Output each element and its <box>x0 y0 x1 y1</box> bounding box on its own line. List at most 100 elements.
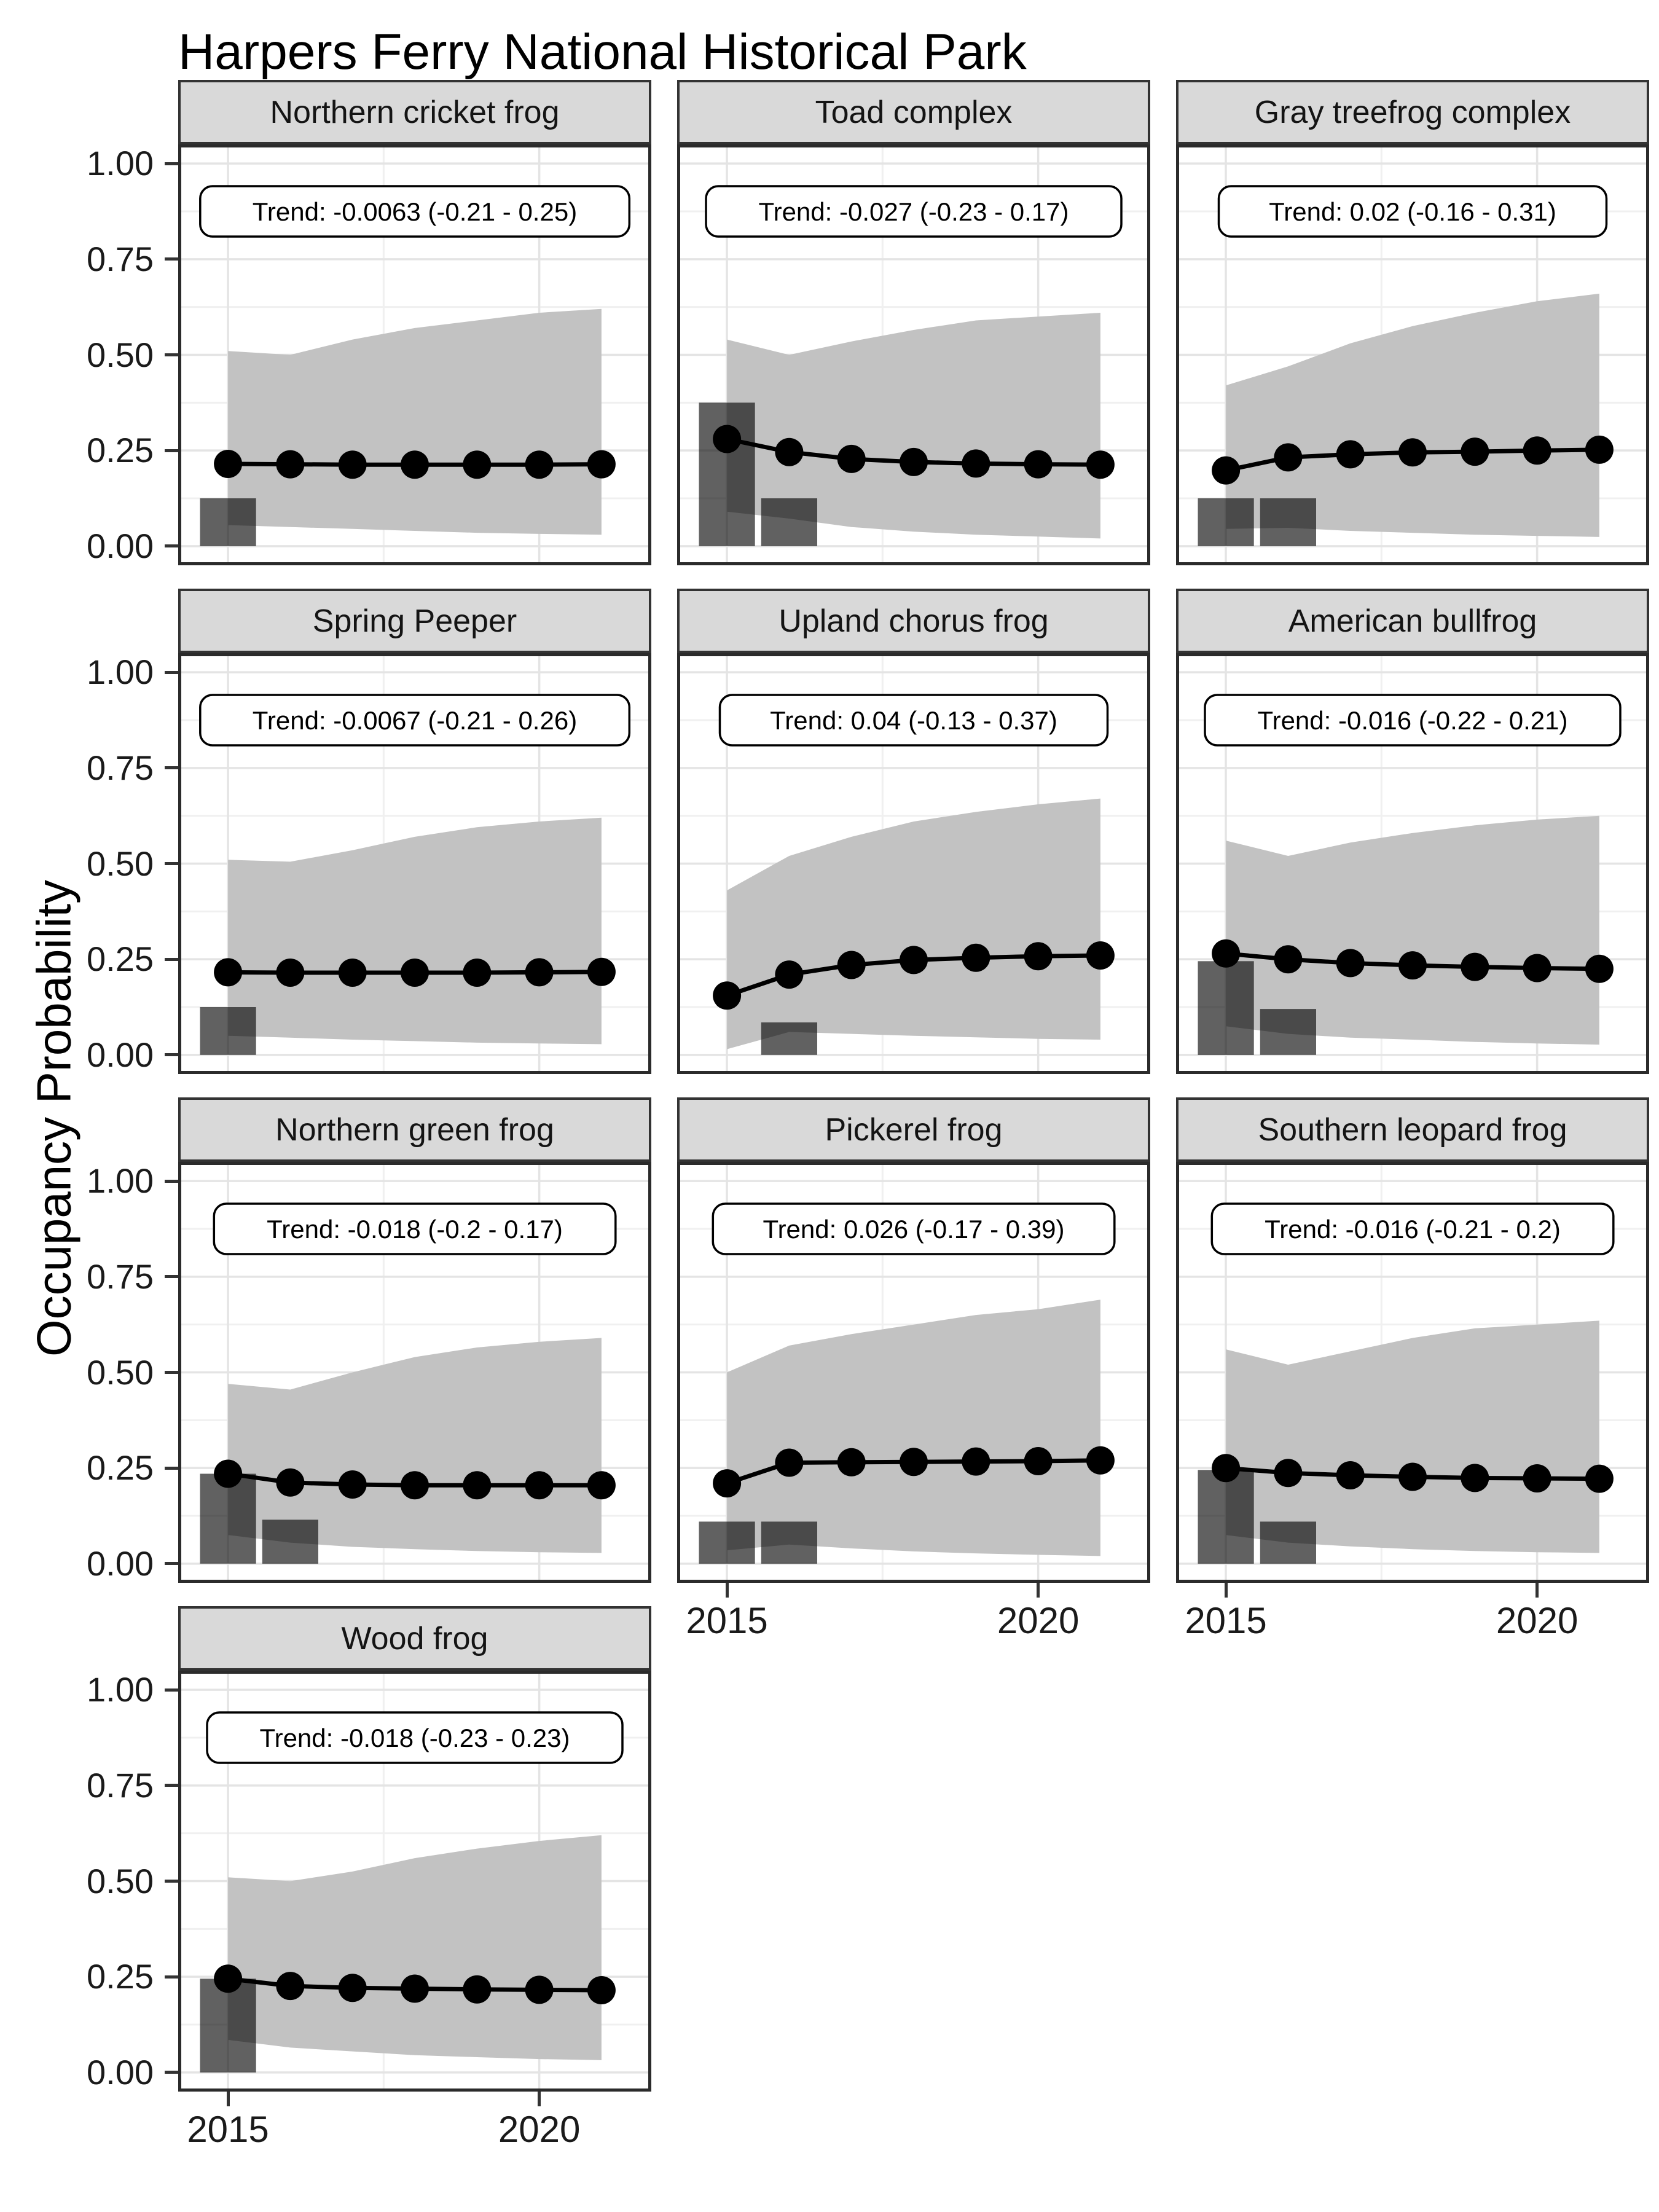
facet-panel-gray-treefrog-complex: Gray treefrog complex Trend: 0.02 (-0.16 … <box>1176 80 1649 639</box>
y-axis-tick <box>165 670 178 674</box>
estimate-point <box>338 1974 367 2002</box>
x-axis-tick-label: 2020 <box>1496 1600 1579 1641</box>
trend-label-box <box>199 185 631 238</box>
facet-strip: Spring Peeper <box>178 589 651 653</box>
estimate-point <box>525 958 554 987</box>
y-axis-tick-label: 0.75 <box>87 748 154 787</box>
trend-label-box <box>1204 694 1622 747</box>
estimate-point <box>276 1468 305 1497</box>
confidence-ribbon <box>727 313 1100 539</box>
facet-strip-label: Northern cricket frog <box>270 94 560 130</box>
estimate-point <box>1212 1454 1241 1483</box>
y-axis-tick-label: 0.00 <box>87 526 154 565</box>
detection-bar <box>1198 498 1254 546</box>
y-axis-tick-label: 0.75 <box>87 1765 154 1805</box>
estimate-point <box>338 959 367 987</box>
facet-panel-spring-peeper: Spring Peeper Trend: -0.0067 (-0.21 - 0.2… <box>87 589 651 1148</box>
panel-plot: Trend: -0.016 (-0.22 - 0.21) <box>1176 653 1649 1074</box>
detection-bar <box>1260 498 1316 546</box>
trend-label-box <box>206 1711 624 1764</box>
x-axis-tick-label: 2015 <box>686 1600 768 1641</box>
estimate-point <box>525 1471 554 1500</box>
estimate-point <box>401 1471 429 1500</box>
x-axis-tick-label: 2015 <box>187 2109 269 2150</box>
panel-plot: Trend: -0.018 (-0.2 - 0.17) <box>178 1162 651 1583</box>
facet-strip: Northern green frog <box>178 1097 651 1162</box>
estimate-point <box>587 957 616 986</box>
y-axis-tick <box>165 1880 178 1883</box>
facet-panel-upland-chorus-frog: Upland chorus frog Trend: 0.04 (-0.13 - 0… <box>677 589 1150 1148</box>
panel-plot: Trend: -0.027 (-0.23 - 0.17) <box>677 144 1150 565</box>
estimate-point <box>463 450 492 479</box>
estimate-point <box>587 450 616 479</box>
estimate-point <box>1398 1462 1427 1491</box>
estimate-point <box>214 450 243 478</box>
y-axis-tick <box>165 1371 178 1374</box>
facet-strip-label: Spring Peeper <box>312 603 517 639</box>
trend-label-box <box>1217 185 1608 238</box>
trend-label-box <box>712 1202 1116 1255</box>
confidence-ribbon <box>1226 293 1599 537</box>
panel-border <box>1176 653 1649 1074</box>
trend-label: Trend: -0.0067 (-0.21 - 0.26) <box>253 706 577 735</box>
facet-panel-pickerel-frog: Pickerel frog Trend: 0.026 (-0.17 - 0.39)… <box>677 1097 1150 1657</box>
y-axis-tick-label: 0.25 <box>87 431 154 470</box>
confidence-ribbon <box>1226 815 1599 1045</box>
estimate-point <box>1585 954 1614 983</box>
estimate-point <box>900 1448 928 1477</box>
estimate-point <box>1585 1464 1614 1493</box>
facet-strip-label: American bullfrog <box>1288 603 1537 639</box>
estimate-point <box>214 1964 243 1993</box>
detection-bar <box>200 498 256 546</box>
facet-panel-northern-cricket-frog: Northern cricket frog Trend: -0.0063 (-0.… <box>87 80 651 639</box>
estimate-point <box>525 450 554 479</box>
estimate-point <box>837 951 866 979</box>
y-axis-tick <box>165 957 178 961</box>
estimate-point <box>1398 438 1427 467</box>
facet-strip: Southern leopard frog <box>1176 1097 1649 1162</box>
estimate-point <box>525 1975 554 2004</box>
estimate-point <box>1274 1459 1303 1488</box>
y-axis-tick <box>165 1466 178 1470</box>
trend-label: Trend: 0.02 (-0.16 - 0.31) <box>1269 197 1556 226</box>
estimate-point <box>713 1469 742 1498</box>
facet-strip-label: Upland chorus frog <box>779 603 1049 639</box>
panel-plot: Trend: -0.016 (-0.21 - 0.2) <box>1176 1162 1649 1583</box>
y-axis-tick-label: 0.75 <box>87 239 154 278</box>
y-axis-tick <box>165 862 178 865</box>
y-axis-tick-label: 0.50 <box>87 1352 154 1392</box>
x-axis-tick-label: 2020 <box>498 2109 581 2150</box>
y-axis-tick <box>165 1179 178 1183</box>
panel-border <box>677 653 1150 1074</box>
y-axis-tick-label: 0.00 <box>87 1543 154 1583</box>
confidence-ribbon <box>727 798 1100 1049</box>
facet-panel-northern-green-frog: Northern green frog Trend: -0.018 (-0.2 -… <box>87 1097 651 1657</box>
facet-panel-wood-frog: Wood frog Trend: -0.018 (-0.23 - 0.23) 1.0… <box>87 1606 651 2165</box>
y-axis-tick <box>165 1562 178 1566</box>
estimate-point <box>962 943 990 972</box>
estimate-point <box>276 959 305 987</box>
x-axis-tick <box>1224 1583 1228 1598</box>
detection-bar <box>761 1521 817 1564</box>
estimate-point <box>1461 1464 1489 1492</box>
y-axis-tick <box>165 449 178 452</box>
estimate-point <box>401 1974 429 2003</box>
facet-panel-toad-complex: Toad complex Trend: -0.027 (-0.23 - 0.17) <box>677 80 1150 639</box>
panel-border <box>178 144 651 565</box>
estimate-point <box>962 1447 990 1476</box>
panel-border <box>178 1671 651 2092</box>
y-axis-tick-label: 0.50 <box>87 1861 154 1900</box>
estimate-point <box>837 444 866 473</box>
y-axis-tick-label: 1.00 <box>87 653 154 692</box>
estimate-point <box>900 447 928 476</box>
detection-bar <box>262 1520 318 1564</box>
panel-plot: Trend: 0.026 (-0.17 - 0.39) <box>677 1162 1150 1583</box>
confidence-ribbon <box>727 1300 1100 1556</box>
panel-border <box>1176 144 1649 565</box>
y-axis-tick <box>165 544 178 548</box>
panel-plot: Trend: -0.0063 (-0.21 - 0.25) <box>178 144 651 565</box>
facet-strip-label: Pickerel frog <box>825 1112 1003 1148</box>
y-axis-tick-label: 0.00 <box>87 2052 154 2092</box>
facet-strip: Wood frog <box>178 1606 651 1671</box>
